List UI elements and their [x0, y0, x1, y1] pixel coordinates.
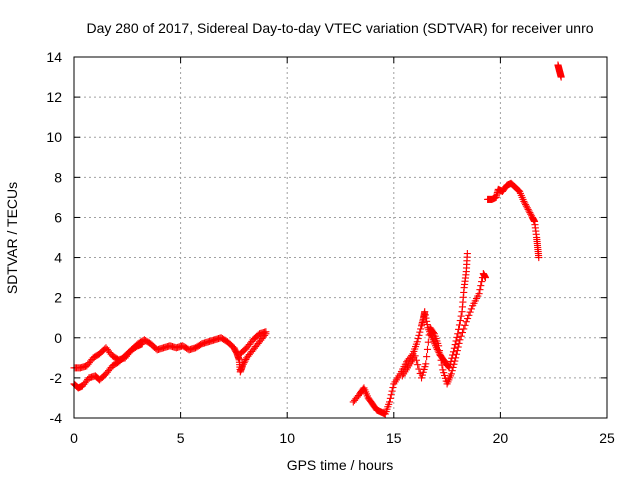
data-point: [477, 282, 485, 290]
data-point: [413, 338, 421, 346]
chart-title: Day 280 of 2017, Sidereal Day-to-day VTE…: [86, 20, 593, 36]
data-point: [440, 369, 448, 377]
data-point: [197, 341, 205, 349]
data-point: [262, 328, 270, 336]
data-point: [437, 356, 445, 364]
data-point: [414, 335, 422, 343]
data-point: [386, 394, 394, 402]
data-point: [425, 331, 433, 339]
x-tick-label: 20: [493, 430, 509, 446]
data-point: [101, 371, 109, 379]
y-tick-label: 10: [46, 129, 62, 145]
x-tick-label: 0: [70, 430, 78, 446]
data-point: [418, 371, 426, 379]
tick-labels: 0 5 10 15 20 25 -4 -2 0 2 4 6 8 10 12 14: [46, 49, 615, 446]
data-point: [389, 383, 397, 392]
data-point: [557, 73, 565, 81]
data-point: [423, 320, 431, 329]
data-point: [423, 317, 431, 325]
data-point: [450, 360, 458, 368]
data-point: [416, 328, 424, 336]
data-point: [462, 318, 470, 326]
x-tick-label: 10: [279, 430, 295, 446]
data-point: [458, 329, 467, 337]
data-point: [455, 339, 463, 347]
data-point: [436, 351, 444, 359]
data-point: [241, 345, 249, 353]
axis-ticks: [73, 56, 608, 419]
y-tick-label: 0: [54, 330, 62, 346]
y-tick-label: -4: [50, 410, 63, 426]
data-point: [481, 274, 490, 282]
data-point: [435, 342, 443, 350]
data-point: [424, 338, 432, 346]
x-axis-label: GPS time / hours: [287, 457, 394, 473]
data-point: [419, 368, 427, 376]
data-point: [463, 249, 471, 258]
data-point: [440, 371, 449, 380]
data-point: [448, 367, 456, 375]
data-point: [452, 350, 461, 358]
data-point: [421, 308, 429, 316]
data-point: [454, 343, 462, 351]
y-tick-label: -2: [50, 370, 63, 386]
data-point: [478, 278, 486, 286]
grid-lines: [74, 57, 607, 418]
data-point: [447, 370, 455, 378]
data-point: [411, 352, 419, 360]
data-point: [422, 360, 430, 368]
data-point: [457, 332, 465, 340]
data-point: [385, 398, 394, 406]
data-point: [435, 347, 443, 355]
x-tick-label: 5: [177, 430, 185, 446]
data-point: [456, 316, 464, 325]
data-point: [452, 354, 460, 362]
x-tick-label: 15: [386, 430, 402, 446]
plot-frame: [73, 56, 608, 419]
data-point: [422, 314, 430, 322]
data-point: [439, 366, 447, 374]
y-axis-label: SDTVAR / TECUs: [4, 182, 20, 294]
data-point: [417, 325, 425, 333]
data-point: [535, 254, 543, 262]
data-point: [417, 374, 426, 382]
data-point: [460, 325, 468, 333]
data-point: [438, 361, 446, 369]
data-point: [466, 308, 474, 316]
x-tick-label: 25: [599, 430, 615, 446]
y-tick-label: 8: [54, 169, 62, 185]
data-point: [453, 347, 461, 355]
data-point: [457, 312, 465, 320]
data-point: [475, 290, 483, 298]
data-point: [387, 391, 395, 399]
data-point: [420, 365, 428, 374]
data-point: [421, 311, 429, 319]
y-tick-label: 2: [54, 290, 62, 306]
y-tick-label: 14: [46, 49, 62, 65]
data-point: [423, 353, 431, 361]
data-point: [429, 329, 438, 337]
data-point: [467, 305, 475, 313]
data-point: [423, 345, 432, 353]
data-point: [451, 357, 459, 365]
data-point: [414, 361, 422, 369]
data-point: [421, 363, 429, 371]
data-point: [449, 351, 457, 359]
data-point: [412, 356, 420, 364]
data-point: [415, 331, 423, 339]
y-tick-label: 6: [54, 209, 62, 225]
data-point: [388, 387, 396, 395]
data-point: [461, 321, 469, 329]
data-point: [464, 314, 472, 323]
y-tick-label: 12: [46, 89, 62, 105]
data-points: [70, 61, 565, 418]
data-point: [456, 336, 464, 344]
data-point: [476, 286, 484, 294]
data-point: [449, 363, 457, 372]
data-point: [138, 340, 146, 348]
data-point: [465, 311, 473, 319]
y-tick-label: 4: [54, 250, 62, 266]
